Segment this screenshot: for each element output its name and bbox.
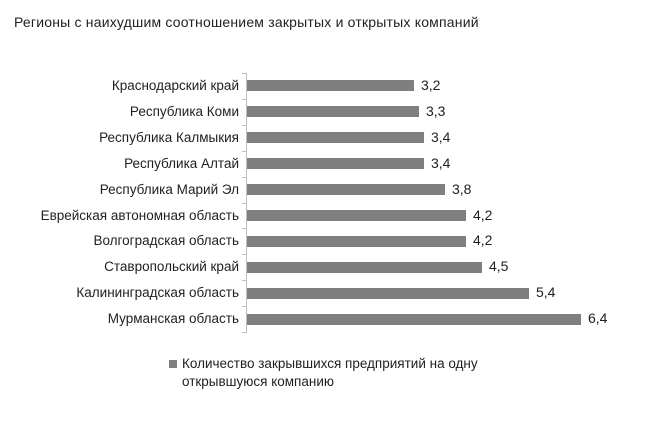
axis-tick — [242, 125, 247, 126]
category-label: Республика Алтай — [124, 156, 239, 171]
legend-square-icon — [169, 360, 177, 368]
axis-tick — [242, 151, 247, 152]
category-label: Краснодарский край — [111, 78, 239, 93]
axis-tick — [242, 306, 247, 307]
category-label: Волгоградская область — [93, 233, 239, 248]
category-label: Республика Коми — [129, 104, 239, 119]
value-label: 4,5 — [489, 258, 509, 274]
category-label: Мурманская область — [107, 311, 239, 326]
axis-tick — [242, 177, 247, 178]
value-label: 3,2 — [421, 77, 441, 93]
bar — [247, 184, 445, 195]
legend-label: Количество закрывшихся предприятий на од… — [182, 356, 478, 389]
bar — [247, 262, 482, 273]
bar — [247, 132, 424, 143]
value-label: 4,2 — [473, 207, 493, 223]
axis-tick — [242, 99, 247, 100]
category-label: Ставропольский край — [104, 259, 239, 274]
bar — [247, 210, 466, 221]
bar — [247, 80, 414, 91]
value-label: 3,3 — [426, 103, 446, 119]
bar — [247, 158, 424, 169]
bar — [247, 288, 529, 299]
value-label: 4,2 — [473, 232, 493, 248]
bar — [247, 314, 581, 325]
axis-tick — [242, 254, 247, 255]
category-label: Калининградская область — [76, 285, 239, 300]
bar — [247, 106, 419, 117]
value-label: 3,8 — [452, 181, 472, 197]
value-label: 3,4 — [431, 155, 451, 171]
category-axis-line — [246, 73, 247, 332]
axis-tick — [242, 228, 247, 229]
value-label: 3,4 — [431, 129, 451, 145]
legend: Количество закрывшихся предприятий на од… — [169, 355, 527, 391]
bar — [247, 236, 466, 247]
value-label: 5,4 — [536, 284, 556, 300]
axis-tick — [242, 332, 247, 333]
axis-tick — [242, 280, 247, 281]
category-label: Республика Марий Эл — [99, 182, 239, 197]
chart-title: Регионы с наихудшим соотношением закрыты… — [14, 14, 479, 30]
axis-tick — [242, 203, 247, 204]
value-label: 6,4 — [588, 310, 608, 326]
category-label: Еврейская автономная область — [40, 208, 239, 223]
axis-tick — [242, 73, 247, 74]
category-label: Республика Калмыкия — [99, 130, 239, 145]
